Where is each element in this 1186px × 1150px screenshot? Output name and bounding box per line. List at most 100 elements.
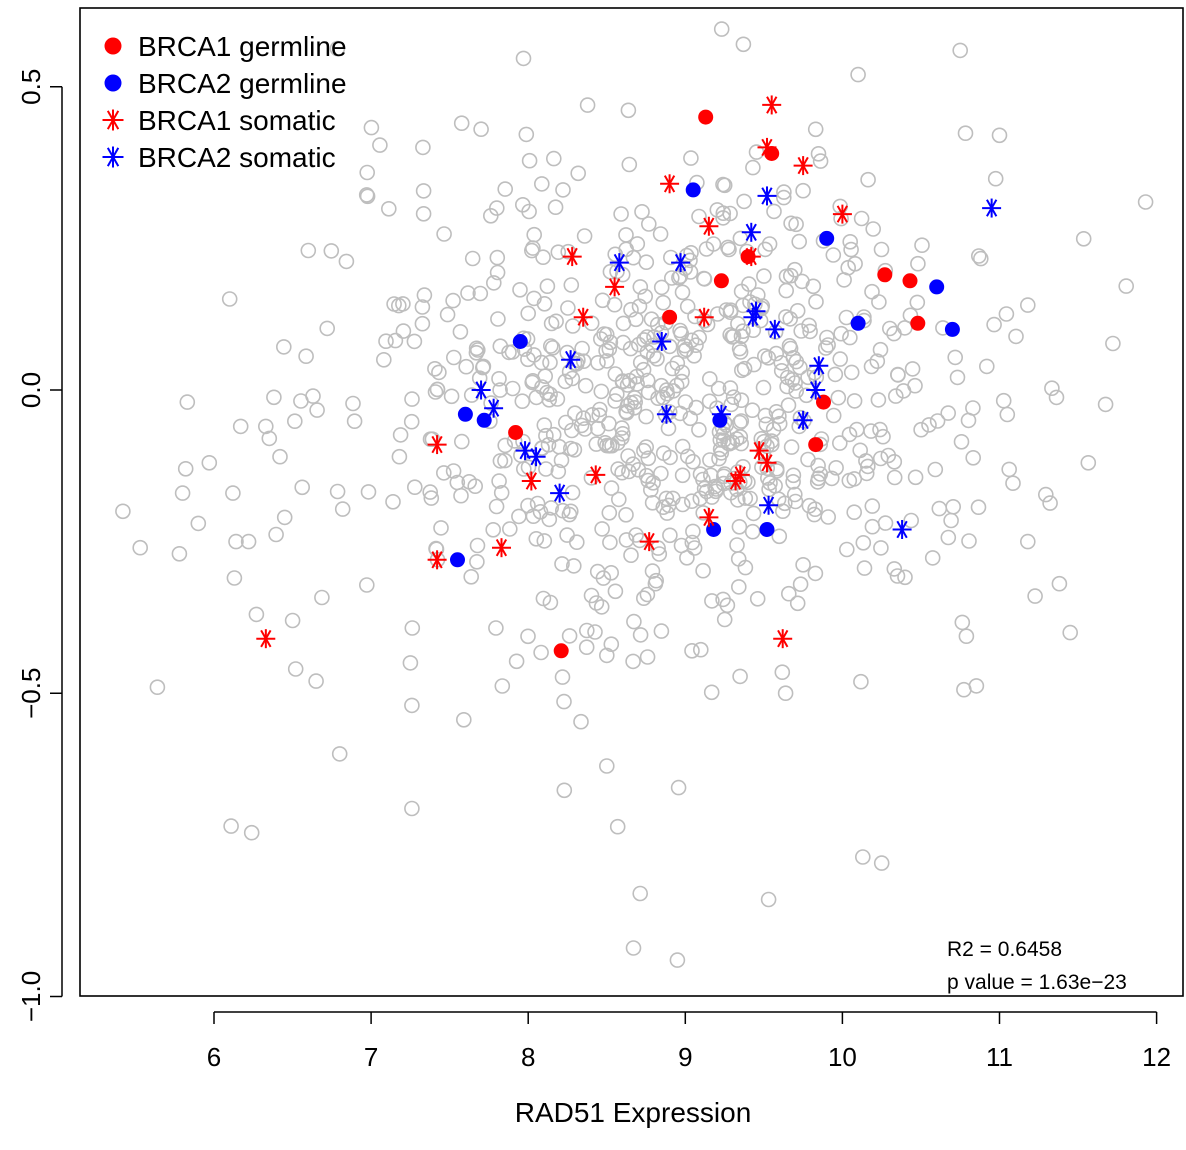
background-point [523, 242, 540, 259]
background-point [701, 371, 718, 387]
background-point [828, 459, 844, 476]
background-point [358, 577, 375, 593]
background-point [594, 521, 610, 537]
background-point [870, 392, 887, 408]
background-point [592, 331, 609, 347]
background-point [542, 354, 558, 371]
background-point [294, 479, 311, 496]
background-point [789, 595, 806, 612]
brca1-somatic-point [427, 550, 447, 570]
background-point [872, 450, 889, 467]
background-point [771, 528, 788, 545]
background-point [910, 255, 926, 272]
background-point [261, 430, 278, 447]
background-point [991, 127, 1008, 144]
background-point [733, 392, 750, 409]
brca1-somatic-point [694, 307, 714, 327]
background-point [732, 668, 748, 685]
background-point [655, 294, 672, 311]
background-point [526, 226, 543, 243]
background-point [504, 380, 521, 397]
background-point [674, 284, 691, 301]
background-point [745, 159, 761, 176]
background-point [115, 503, 131, 520]
background-point [819, 329, 835, 346]
background-point [663, 270, 680, 286]
background-point [520, 305, 537, 322]
background-point [587, 624, 603, 640]
background-point [598, 758, 615, 774]
background-point [228, 533, 244, 550]
background-point [583, 587, 600, 604]
background-point [602, 334, 619, 351]
background-point [601, 341, 618, 357]
background-point [730, 579, 747, 595]
background-point [688, 337, 704, 354]
background-point [632, 627, 649, 643]
background-point [863, 358, 880, 375]
background-point [415, 206, 432, 222]
background-point [132, 539, 148, 556]
background-point [774, 664, 791, 681]
background-point [685, 453, 701, 470]
background-point [889, 568, 906, 584]
background-point [820, 337, 836, 353]
background-point [1020, 533, 1036, 550]
background-point [485, 521, 502, 538]
background-point [1097, 396, 1114, 413]
background-point [710, 380, 727, 397]
brca2-somatic-point [484, 398, 504, 418]
background-point [472, 285, 489, 302]
background-point [557, 373, 574, 390]
background-point [987, 170, 1004, 187]
background-point [554, 556, 570, 572]
background-point [455, 711, 472, 728]
background-point [664, 360, 681, 377]
background-point [655, 499, 672, 516]
background-point [490, 311, 506, 327]
background-point [577, 377, 594, 394]
background-point [618, 404, 635, 421]
background-point [414, 315, 431, 332]
background-point [334, 501, 351, 517]
background-point [749, 590, 766, 607]
background-point [731, 340, 748, 357]
background-point [626, 613, 642, 630]
background-point [623, 547, 639, 564]
background-point [679, 448, 696, 465]
background-point [618, 506, 634, 523]
brca2-somatic-point [652, 331, 672, 351]
brca2-somatic-point [892, 519, 912, 539]
brca1-germline-point [713, 273, 729, 289]
background-point [823, 470, 840, 487]
background-point [636, 332, 652, 348]
brca1-somatic-point [573, 307, 593, 327]
background-point [638, 254, 655, 271]
background-point [940, 529, 957, 546]
background-point [593, 383, 610, 400]
brca1-somatic-point [793, 156, 813, 176]
background-point [853, 210, 870, 227]
background-point [780, 585, 797, 602]
brca1-germline-point [553, 643, 569, 659]
background-point [843, 241, 859, 258]
background-point [1080, 454, 1097, 471]
background-point [744, 402, 761, 419]
legend-label-brca1-germline: BRCA1 germline [138, 31, 347, 62]
background-point [702, 452, 718, 468]
background-point [782, 267, 799, 284]
background-point [853, 673, 869, 690]
background-point [653, 279, 670, 296]
background-point [807, 565, 824, 582]
background-point [378, 333, 394, 350]
background-point [724, 329, 741, 345]
background-point [761, 236, 778, 252]
background-point [497, 181, 514, 197]
background-point [635, 361, 652, 378]
background-point [986, 316, 1002, 333]
background-point [768, 345, 785, 362]
r2-annotation: R2 = 0.6458 [947, 938, 1062, 961]
legend-label-brca2-somatic: BRCA2 somatic [138, 142, 336, 173]
background-point [721, 241, 737, 258]
